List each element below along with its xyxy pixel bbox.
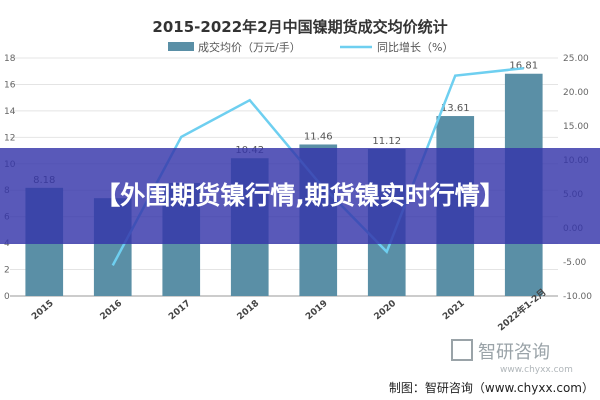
- x-tick-label: 2018: [236, 299, 262, 323]
- headline-text: 【外围期货镍行情,期货镍实时行情】: [95, 181, 505, 210]
- legend-bar-label: 成交均价（万元/手）: [198, 40, 301, 54]
- right-tick-label: 15.00: [563, 122, 589, 132]
- watermark-url: www.chyxx.com: [500, 365, 573, 375]
- left-tick-label: 2: [4, 266, 10, 276]
- x-tick-label: 2016: [99, 299, 125, 323]
- x-tick-label: 2019: [304, 299, 330, 323]
- left-tick-label: 16: [4, 80, 16, 90]
- right-tick-label: -10.00: [563, 292, 592, 302]
- headline-banner: 【外围期货镍行情,期货镍实时行情】: [0, 148, 600, 244]
- left-tick-label: 4: [4, 239, 10, 249]
- left-tick-label: 0: [4, 292, 10, 302]
- chart-title: 2015-2022年2月中国镍期货成交均价统计: [152, 18, 447, 36]
- left-tick-label: 12: [4, 133, 15, 143]
- x-tick-label: 2017: [167, 299, 193, 323]
- x-tick-label: 2020: [373, 299, 399, 323]
- source-note: 制图：智研咨询（www.chyxx.com）: [389, 380, 594, 395]
- right-tick-label: -5.00: [563, 258, 587, 268]
- legend-line-label: 同比增长（%）: [377, 40, 453, 54]
- watermark-brand: 智研咨询: [478, 342, 550, 363]
- x-tick-label: 2015: [30, 299, 56, 323]
- watermark-logo-icon: [451, 339, 473, 361]
- right-tick-label: 20.00: [563, 88, 589, 98]
- watermark: 智研咨询 www.chyxx.com: [451, 339, 573, 375]
- x-tick-label: 2021: [441, 299, 467, 323]
- legend: 成交均价（万元/手） 同比增长（%）: [168, 40, 453, 54]
- bar-value-label: 13.61: [441, 103, 470, 114]
- bar-value-label: 16.81: [509, 61, 538, 72]
- bar-value-label: 11.12: [372, 136, 401, 147]
- left-tick-label: 18: [4, 54, 16, 64]
- right-tick-label: 25.00: [563, 54, 589, 64]
- left-tick-label: 14: [4, 107, 16, 117]
- legend-bar-swatch: [168, 42, 194, 51]
- bar-value-label: 11.46: [304, 131, 333, 142]
